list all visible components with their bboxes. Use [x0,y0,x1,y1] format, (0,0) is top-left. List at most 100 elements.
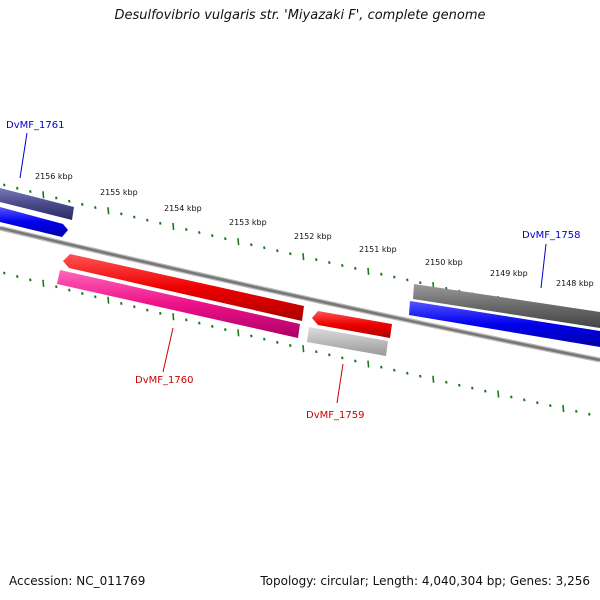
minor-tick [29,278,32,282]
minor-tick [185,228,188,231]
minor-tick [81,291,84,295]
minor-tick [406,371,409,375]
major-tick [367,360,370,368]
minor-tick [328,353,331,357]
label-leader [162,327,174,373]
minor-tick [29,190,32,194]
major-tick [562,404,565,413]
minor-tick [133,215,136,219]
kbp-label: 2156 kbp [35,172,73,181]
major-tick [42,279,45,287]
inner-tick-row [3,271,591,416]
major-tick [42,191,45,199]
minor-tick [224,237,227,241]
minor-tick [315,350,318,354]
minor-tick [276,340,279,344]
minor-tick [263,246,266,250]
minor-tick [159,311,162,315]
gene-feature[interactable] [63,254,304,321]
gene-label-dvmf-1760: DvMF_1760 [135,375,193,386]
kbp-label: 2148 kbp [556,279,594,288]
gene-feature[interactable] [413,284,600,328]
minor-tick [458,383,461,387]
major-tick [172,222,175,230]
minor-tick [445,380,448,384]
label-leader [19,132,28,179]
minor-tick [211,234,214,238]
major-tick [237,329,240,337]
kbp-label: 2150 kbp [425,258,463,267]
kbp-label: 2154 kbp [164,204,202,213]
minor-tick [419,281,422,285]
gene-feature[interactable] [409,301,600,347]
minor-tick [146,308,149,312]
minor-tick [68,288,71,292]
minor-tick [94,295,97,299]
major-tick [367,267,370,275]
minor-tick [133,305,136,309]
genome-backbone [0,225,600,363]
gene-feature[interactable] [312,311,392,338]
minor-tick [393,368,396,372]
gene-label-dvmf-1758: DvMF_1758 [522,230,580,241]
major-tick [497,390,500,398]
minor-tick [263,337,266,341]
gene-feature[interactable] [0,207,68,237]
kbp-label: 2153 kbp [229,218,267,227]
minor-tick [588,412,591,416]
minor-tick [393,275,396,279]
minor-tick [354,266,357,270]
minor-tick [16,186,19,190]
major-tick [302,253,305,261]
minor-tick [419,374,422,378]
minor-tick [198,231,201,235]
minor-tick [341,356,344,360]
gene-label-dvmf-1759: DvMF_1759 [306,410,364,421]
major-tick [432,375,435,383]
major-tick [107,296,110,304]
genome-backbone-core [0,226,600,362]
minor-tick [16,275,19,278]
minor-tick [315,258,318,262]
gene-feature[interactable] [307,327,388,356]
minor-tick [94,206,97,210]
minor-tick [484,389,487,393]
gene-feature[interactable] [0,188,74,220]
minor-tick [146,218,149,222]
kbp-label: 2151 kbp [359,245,397,254]
minor-tick [289,344,292,347]
minor-tick [211,324,214,328]
minor-tick [81,202,84,206]
minor-tick [185,318,188,322]
major-tick [302,345,305,353]
minor-tick [55,285,58,289]
kbp-label: 2149 kbp [490,269,528,278]
minor-tick [536,401,539,405]
map-title: Desulfovibrio vulgaris str. 'Miyazaki F'… [114,8,486,23]
minor-tick [250,243,253,247]
minor-tick [380,272,383,276]
label-leader [540,243,547,289]
minor-tick [289,252,292,256]
minor-tick [575,409,578,413]
minor-tick [354,359,357,363]
major-tick [107,207,110,215]
minor-tick [380,365,383,369]
minor-tick [159,221,162,225]
minor-tick [471,386,474,390]
kbp-label: 2155 kbp [100,188,138,197]
minor-tick [276,249,279,253]
minor-tick [120,212,123,216]
accession-text: Accession: NC_011769 [9,574,146,588]
gene-feature[interactable] [57,270,300,338]
minor-tick [3,183,6,187]
minor-tick [198,321,201,325]
major-tick [172,313,175,321]
gene-label-dvmf-1761: DvMF_1761 [6,120,64,131]
genome-summary: Topology: circular; Length: 4,040,304 bp… [260,574,590,588]
minor-tick [328,261,331,265]
minor-tick [510,395,513,399]
major-tick [237,238,240,246]
minor-tick [55,196,58,200]
